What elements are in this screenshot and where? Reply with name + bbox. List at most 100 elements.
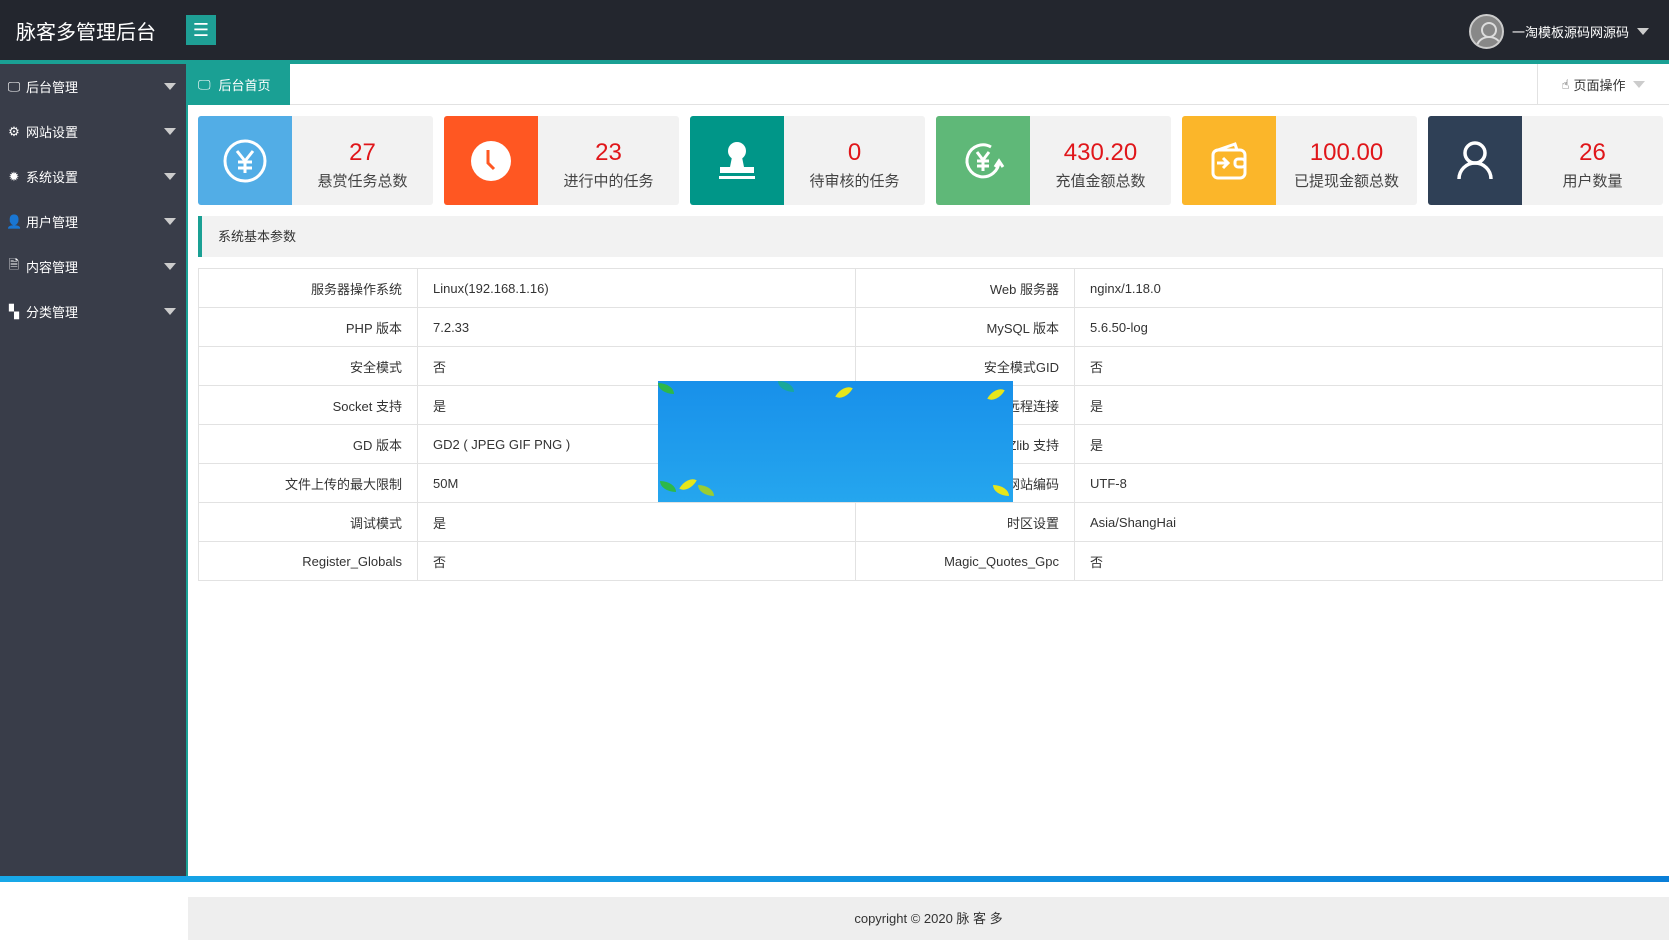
sidebar-item-label: 用户管理 [26,215,79,230]
sidebar-item-system-settings[interactable]: ✹ 系统设置 [0,154,186,199]
chevron-down-icon [1633,81,1646,88]
yen-icon [198,116,292,205]
param-label: GD 版本 [198,424,418,464]
app-title: 脉客多管理后台 [16,22,156,44]
stat-label: 进行中的任务 [563,173,654,190]
stat-label: 充值金额总数 [1055,173,1146,190]
stat-label: 待审核的任务 [809,173,900,190]
param-value: 是 [417,502,856,542]
users-icon: 👤 [6,213,23,229]
table-row: Socket 支持是远程连接是 [198,385,1663,425]
chevron-down-icon [164,173,176,180]
tab-home[interactable]: 🖵 后台首页 [188,64,290,105]
leaf-decoration [993,485,1009,496]
chevron-down-icon [164,218,176,225]
chevron-down-icon [164,263,176,270]
stat-label: 用户数量 [1562,173,1623,190]
section-title: 系统基本参数 [198,216,1663,257]
table-row: GD 版本 GD2 ( JPEG GIF PNG ) Zlib 支持是 [198,424,1663,464]
table-row: 服务器操作系统 Linux(192.168.1.16) Web 服务器 nginx/1… [198,268,1663,308]
avatar [1468,13,1504,49]
param-label: Register_Globals [198,541,418,581]
param-label: 文件上传的最大限制 [198,463,418,503]
param-value: 是 [1074,385,1663,425]
sidebar-item-label: 后台管理 [26,80,79,95]
table-row: Register_Globals 否 Magic_Quotes_Gpc 否 [198,541,1663,581]
sidebar: 🖵 后台管理 ⚙ 网站设置 ✹ 系统设置 👤 用户管理 🗎 内容管理 ▚ 分类管理 [0,64,186,876]
stat-label: 悬赏任务总数 [317,173,408,190]
leaf-decoration [835,382,853,403]
document-icon: 🗎 [8,256,20,272]
stat-cards: 27 悬赏任务总数 23 进行中的任务 0 待审核的任务 430.20 充值金额总数 1… [198,116,1663,205]
user-menu[interactable]: 一淘模板源码网源码 [1468,13,1649,49]
clock-icon [444,116,538,205]
param-value: 7.2.33 [417,307,856,347]
param-label: PHP 版本 [198,307,418,347]
sidebar-item-backend[interactable]: 🖵 后台管理 [0,64,186,109]
param-value: 否 [1074,541,1663,581]
stat-value: 26 [1579,139,1606,166]
stat-value: 27 [349,139,376,166]
param-label: 时区设置 [855,502,1075,542]
leaf-decoration [660,481,676,492]
sidebar-item-label: 系统设置 [26,170,79,185]
param-value: 否 [1074,346,1663,386]
stat-value: 100.00 [1309,139,1384,166]
stat-card-user-count[interactable]: 26 用户数量 [1428,116,1663,205]
tab-label: 后台首页 [218,78,271,93]
yen-refresh-icon [936,116,1030,205]
chevron-down-icon [164,83,176,90]
tab-bar: 🖵 后台首页 ☝ 页面操作 [188,64,1669,105]
param-label: 调试模式 [198,502,418,542]
stat-card-in-progress[interactable]: 23 进行中的任务 [444,116,679,205]
system-params-table: 服务器操作系统 Linux(192.168.1.16) Web 服务器 nginx/1… [198,268,1663,581]
chevron-down-icon [1637,27,1649,35]
taskbar-strip [0,876,1669,882]
leaf-decoration [698,485,714,496]
sidebar-item-label: 分类管理 [26,305,79,320]
sidebar-item-users[interactable]: 👤 用户管理 [0,199,186,244]
param-value: UTF-8 [1074,463,1663,503]
table-row: PHP 版本 7.2.33 MySQL 版本 5.6.50-log [198,307,1663,347]
param-label: Socket 支持 [198,385,418,425]
stat-card-recharge-total[interactable]: 430.20 充值金额总数 [936,116,1171,205]
sidebar-item-categories[interactable]: ▚ 分类管理 [0,289,186,334]
sidebar-item-content[interactable]: 🗎 内容管理 [0,244,186,289]
stamp-icon [690,116,784,205]
leaf-decoration [778,381,794,392]
stat-card-withdrawn-total[interactable]: 100.00 已提现金额总数 [1182,116,1417,205]
sidebar-item-label: 内容管理 [26,260,79,275]
stat-card-reward-tasks[interactable]: 27 悬赏任务总数 [198,116,433,205]
footer: copyright © 2020 脉 客 多 [188,897,1669,940]
page-ops-label: 页面操作 [1573,78,1626,93]
monitor-icon: 🖵 [7,78,21,94]
stat-label: 已提现金额总数 [1293,173,1399,190]
table-row: 安全模式否安全模式GID 否 [198,346,1663,386]
monitor-icon: 🖵 [198,76,211,92]
grid-icon: ▚ [9,303,19,319]
param-label: 安全模式GID [855,346,1075,386]
param-value: 是 [1074,424,1663,464]
top-header: 脉客多管理后台 ☰ 一淘模板源码网源码 [0,0,1669,60]
accent-bar [0,60,1669,64]
param-label: Magic_Quotes_Gpc [855,541,1075,581]
menu-toggle-button[interactable]: ☰ [186,15,216,45]
param-value: nginx/1.18.0 [1074,268,1663,308]
leaf-decoration [658,383,674,394]
gears-icon: ⚙ [8,123,20,139]
chevron-down-icon [164,128,176,135]
hamburger-icon: ☰ [192,20,210,40]
param-label: 安全模式 [198,346,418,386]
table-row: 调试模式是时区设置 Asia/ShangHai [198,502,1663,542]
hand-pointer-icon: ☝ [1561,76,1570,92]
param-label: 服务器操作系统 [198,268,418,308]
param-label: Web 服务器 [855,268,1075,308]
page-operations-dropdown[interactable]: ☝ 页面操作 [1537,64,1669,105]
sidebar-item-site-settings[interactable]: ⚙ 网站设置 [0,109,186,154]
stat-value: 0 [847,139,862,166]
stat-card-pending-review[interactable]: 0 待审核的任务 [690,116,925,205]
leaf-decoration [987,384,1005,405]
popup-banner-image[interactable] [658,381,1013,502]
user-name: 一淘模板源码网源码 [1511,24,1629,40]
param-value: 否 [417,346,856,386]
